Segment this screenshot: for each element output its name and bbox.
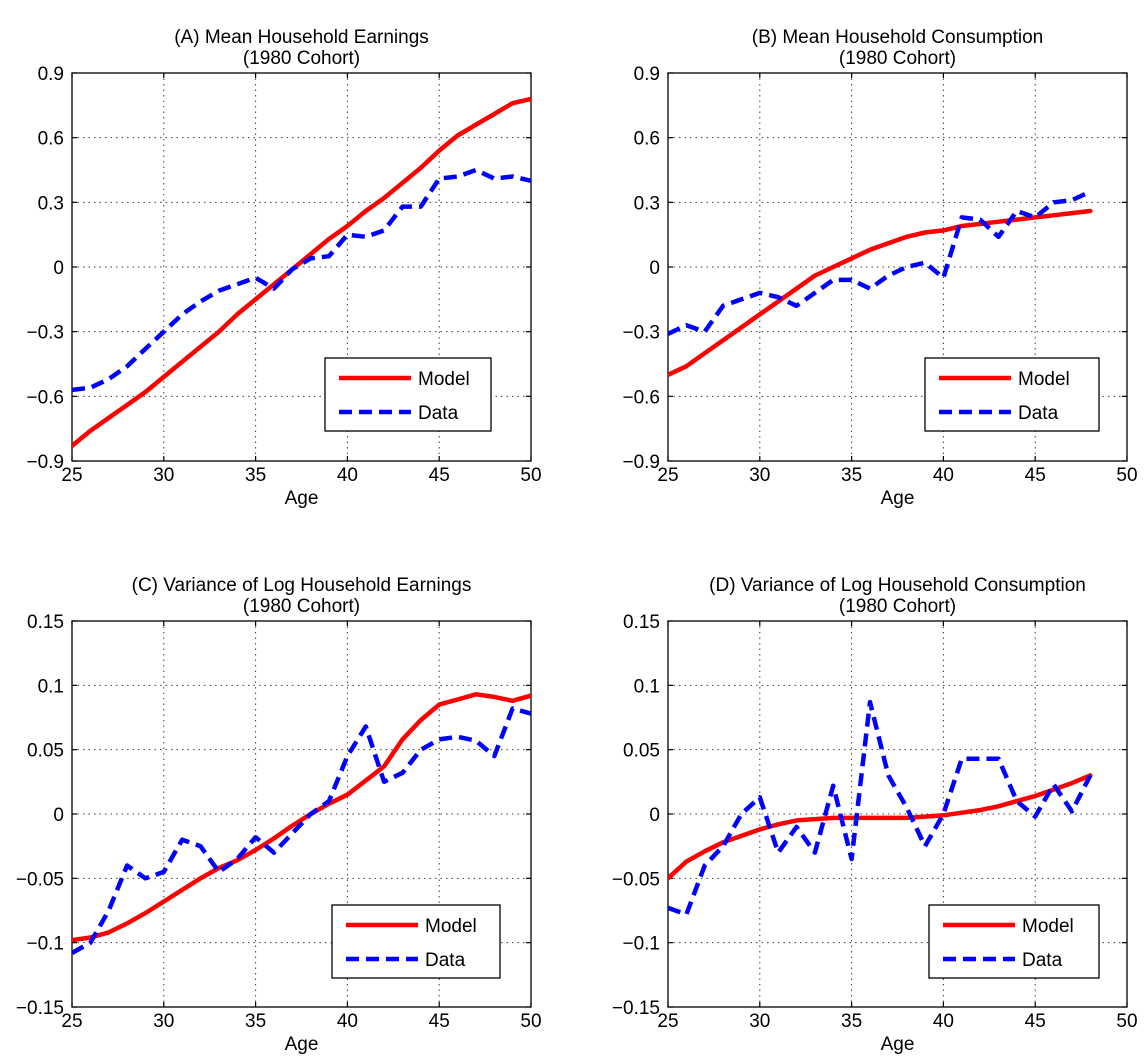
x-tick-label: 30 <box>749 1011 770 1032</box>
x-tick-label: 25 <box>657 465 678 486</box>
y-tick-label: −0.6 <box>26 387 64 408</box>
series-line-data <box>668 699 1093 917</box>
y-tick-label: 0.05 <box>27 741 64 762</box>
chart-subtitle: (1980 Cohort) <box>839 596 956 617</box>
legend: Model Data <box>928 904 1100 979</box>
y-tick-label: −0.3 <box>26 323 64 344</box>
chart-title: (D) Variance of Log Household Consumptio… <box>709 575 1086 596</box>
y-tick-label: 0.15 <box>623 612 660 633</box>
y-tick-label: −0.6 <box>622 387 660 408</box>
y-tick-label: 0.3 <box>38 193 64 214</box>
x-axis-label: Age <box>285 1034 319 1055</box>
x-tick-label: 25 <box>657 1011 678 1032</box>
y-tick-label: −0.15 <box>612 998 660 1019</box>
chart-panel-b: (B) Mean Household Consumption(1980 Coho… <box>622 27 1137 509</box>
y-tick-label: −0.05 <box>612 869 660 890</box>
x-tick-label: 35 <box>245 465 266 486</box>
x-tick-label: 50 <box>1116 1011 1137 1032</box>
x-tick-label: 45 <box>1025 465 1046 486</box>
x-tick-label: 35 <box>245 1011 266 1032</box>
legend-label-data: Data <box>418 403 459 424</box>
x-tick-label: 50 <box>1116 465 1137 486</box>
x-tick-label: 50 <box>520 1011 541 1032</box>
y-tick-label: −0.9 <box>622 452 660 473</box>
series-line-model <box>668 773 1093 881</box>
x-tick-label: 30 <box>153 1011 174 1032</box>
legend-box <box>924 357 1100 432</box>
chart-subtitle: (1980 Cohort) <box>839 48 956 69</box>
y-tick-label: −0.15 <box>16 998 64 1019</box>
y-tick-label: 0 <box>649 258 660 279</box>
y-tick-label: −0.05 <box>16 869 64 890</box>
chart-panel-a: (A) Mean Household Earnings(1980 Cohort)… <box>26 27 541 509</box>
y-tick-label: 0.1 <box>634 676 660 697</box>
x-axis-label: Age <box>881 488 915 509</box>
series-line-data <box>72 706 531 955</box>
legend-box <box>331 904 501 979</box>
x-tick-label: 35 <box>841 1011 862 1032</box>
y-tick-label: 0 <box>53 258 64 279</box>
series-line-model <box>72 692 531 943</box>
y-tick-label: 0 <box>649 805 660 826</box>
series-line-data <box>668 189 1092 336</box>
y-tick-label: 0.6 <box>634 129 660 150</box>
x-tick-label: 45 <box>429 465 450 486</box>
chart-title: (C) Variance of Log Household Earnings <box>132 575 472 596</box>
y-tick-label: 0.05 <box>623 741 660 762</box>
legend: Model Data <box>924 357 1100 432</box>
x-axis-label: Age <box>285 488 319 509</box>
x-tick-label: 45 <box>429 1011 450 1032</box>
chart-subtitle: (1980 Cohort) <box>243 48 360 69</box>
x-axis-label: Age <box>881 1034 915 1055</box>
x-tick-label: 30 <box>153 465 174 486</box>
series-line-model <box>668 208 1093 378</box>
legend-label-model: Model <box>1022 916 1074 937</box>
y-tick-label: 0.3 <box>634 193 660 214</box>
x-tick-label: 50 <box>520 465 541 486</box>
x-tick-label: 40 <box>933 465 954 486</box>
y-tick-label: −0.1 <box>622 934 660 955</box>
legend-box <box>324 357 492 432</box>
legend-label-data: Data <box>1022 950 1063 971</box>
legend-label-model: Model <box>425 916 477 937</box>
y-tick-label: 0 <box>53 805 64 826</box>
x-tick-label: 25 <box>61 465 82 486</box>
chart-subtitle: (1980 Cohort) <box>243 596 360 617</box>
series-line-model <box>72 96 531 449</box>
x-tick-label: 35 <box>841 465 862 486</box>
y-tick-label: −0.1 <box>26 934 64 955</box>
chart-panel-d: (D) Variance of Log Household Consumptio… <box>612 575 1138 1055</box>
chart-title: (A) Mean Household Earnings <box>174 27 429 48</box>
y-tick-label: 0.15 <box>27 612 64 633</box>
y-tick-label: 0.1 <box>38 676 64 697</box>
legend-label-model: Model <box>1018 369 1070 390</box>
legend-label-data: Data <box>1018 403 1059 424</box>
legend: Model Data <box>331 904 501 979</box>
series-line-data <box>72 167 531 393</box>
y-tick-label: 0.6 <box>38 129 64 150</box>
x-tick-label: 40 <box>337 1011 358 1032</box>
legend-box <box>928 904 1100 979</box>
chart-title: (B) Mean Household Consumption <box>752 27 1044 48</box>
x-tick-label: 40 <box>933 1011 954 1032</box>
chart-panel-c: (C) Variance of Log Household Earnings(1… <box>16 575 542 1055</box>
y-tick-label: 0.9 <box>38 64 64 85</box>
y-tick-label: 0.9 <box>634 64 660 85</box>
legend: Model Data <box>324 357 492 432</box>
y-tick-label: −0.3 <box>622 323 660 344</box>
x-tick-label: 45 <box>1025 1011 1046 1032</box>
legend-label-data: Data <box>425 950 466 971</box>
legend-label-model: Model <box>418 369 470 390</box>
x-tick-label: 25 <box>61 1011 82 1032</box>
x-tick-label: 30 <box>749 465 770 486</box>
y-tick-label: −0.9 <box>26 452 64 473</box>
x-tick-label: 40 <box>337 465 358 486</box>
